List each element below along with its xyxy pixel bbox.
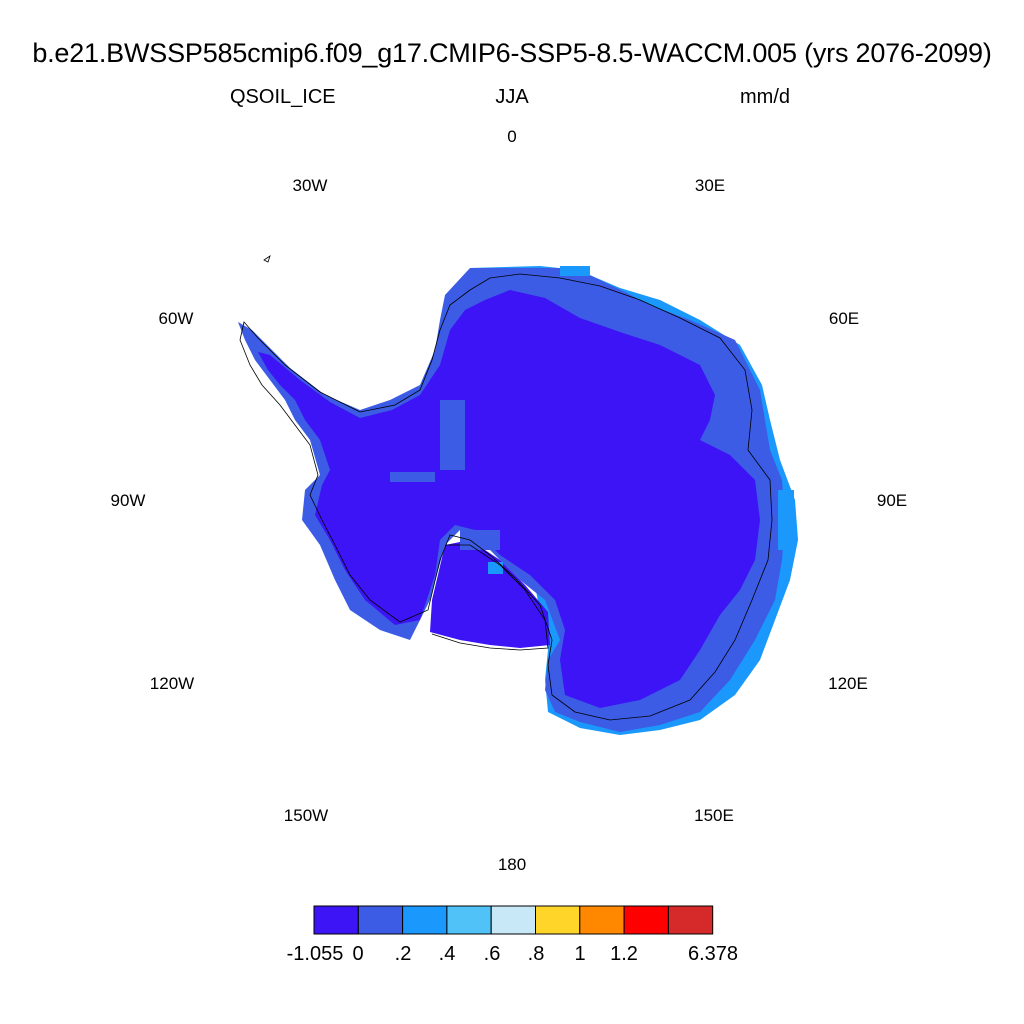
ross-shelf <box>430 540 550 648</box>
colorbar-label: 1 <box>574 943 585 965</box>
lon-label-0: 0 <box>507 127 516 146</box>
coastline <box>239 255 773 721</box>
lon-label-30e: 30E <box>695 176 725 195</box>
colorbar-label: .8 <box>528 943 545 965</box>
colorbar-label: .4 <box>439 943 456 965</box>
colorbar-label: 0 <box>352 943 363 965</box>
colorbar-swatch <box>313 905 359 935</box>
continent-field <box>238 266 798 735</box>
longitude-labels: 0 30E 60E 90E 120E 150E 180 150W 120W 90… <box>111 127 908 874</box>
colorbar-label: .6 <box>484 943 501 965</box>
colorbar-swatch <box>667 905 714 935</box>
variable-name: QSOIL_ICE <box>230 86 336 108</box>
lon-label-30w: 30W <box>293 176 328 195</box>
colorbar-swatch <box>579 905 625 935</box>
colorbar-swatch <box>357 905 404 935</box>
colorbar-swatch <box>446 905 492 935</box>
lon-label-150e: 150E <box>694 806 734 825</box>
interior-patch <box>488 562 503 574</box>
edge-patch <box>560 266 590 276</box>
units-label: mm/d <box>740 86 790 108</box>
interior-patch <box>440 400 465 470</box>
colorbar-label: 1.2 <box>610 943 638 965</box>
colorbar-swatch <box>490 905 537 935</box>
lon-label-180: 180 <box>498 855 526 874</box>
lon-label-120e: 120E <box>828 674 868 693</box>
colorbar-label: .2 <box>395 943 412 965</box>
colorbar-label: 6.378 <box>688 943 738 965</box>
colorbar-swatch <box>402 905 448 935</box>
plot-title: b.e21.BWSSP585cmip6.f09_g17.CMIP6-SSP5-8… <box>32 38 992 68</box>
lon-label-150w: 150W <box>284 806 328 825</box>
lon-label-60w: 60W <box>159 309 194 328</box>
colorbar-label: -1.055 <box>287 943 344 965</box>
interior-patch <box>390 472 435 482</box>
edge-patch <box>778 490 794 550</box>
lon-label-60e: 60E <box>829 309 859 328</box>
colorbar-swatch <box>623 905 669 935</box>
lon-label-90e: 90E <box>877 491 907 510</box>
colorbar-swatch <box>535 905 581 935</box>
season-label: JJA <box>495 86 529 108</box>
colorbar: -1.055 0 .2 .4 .6 .8 1 1.2 6.378 <box>287 905 738 965</box>
lon-label-120w: 120W <box>150 674 194 693</box>
interior <box>258 290 760 708</box>
lon-label-90w: 90W <box>111 491 146 510</box>
